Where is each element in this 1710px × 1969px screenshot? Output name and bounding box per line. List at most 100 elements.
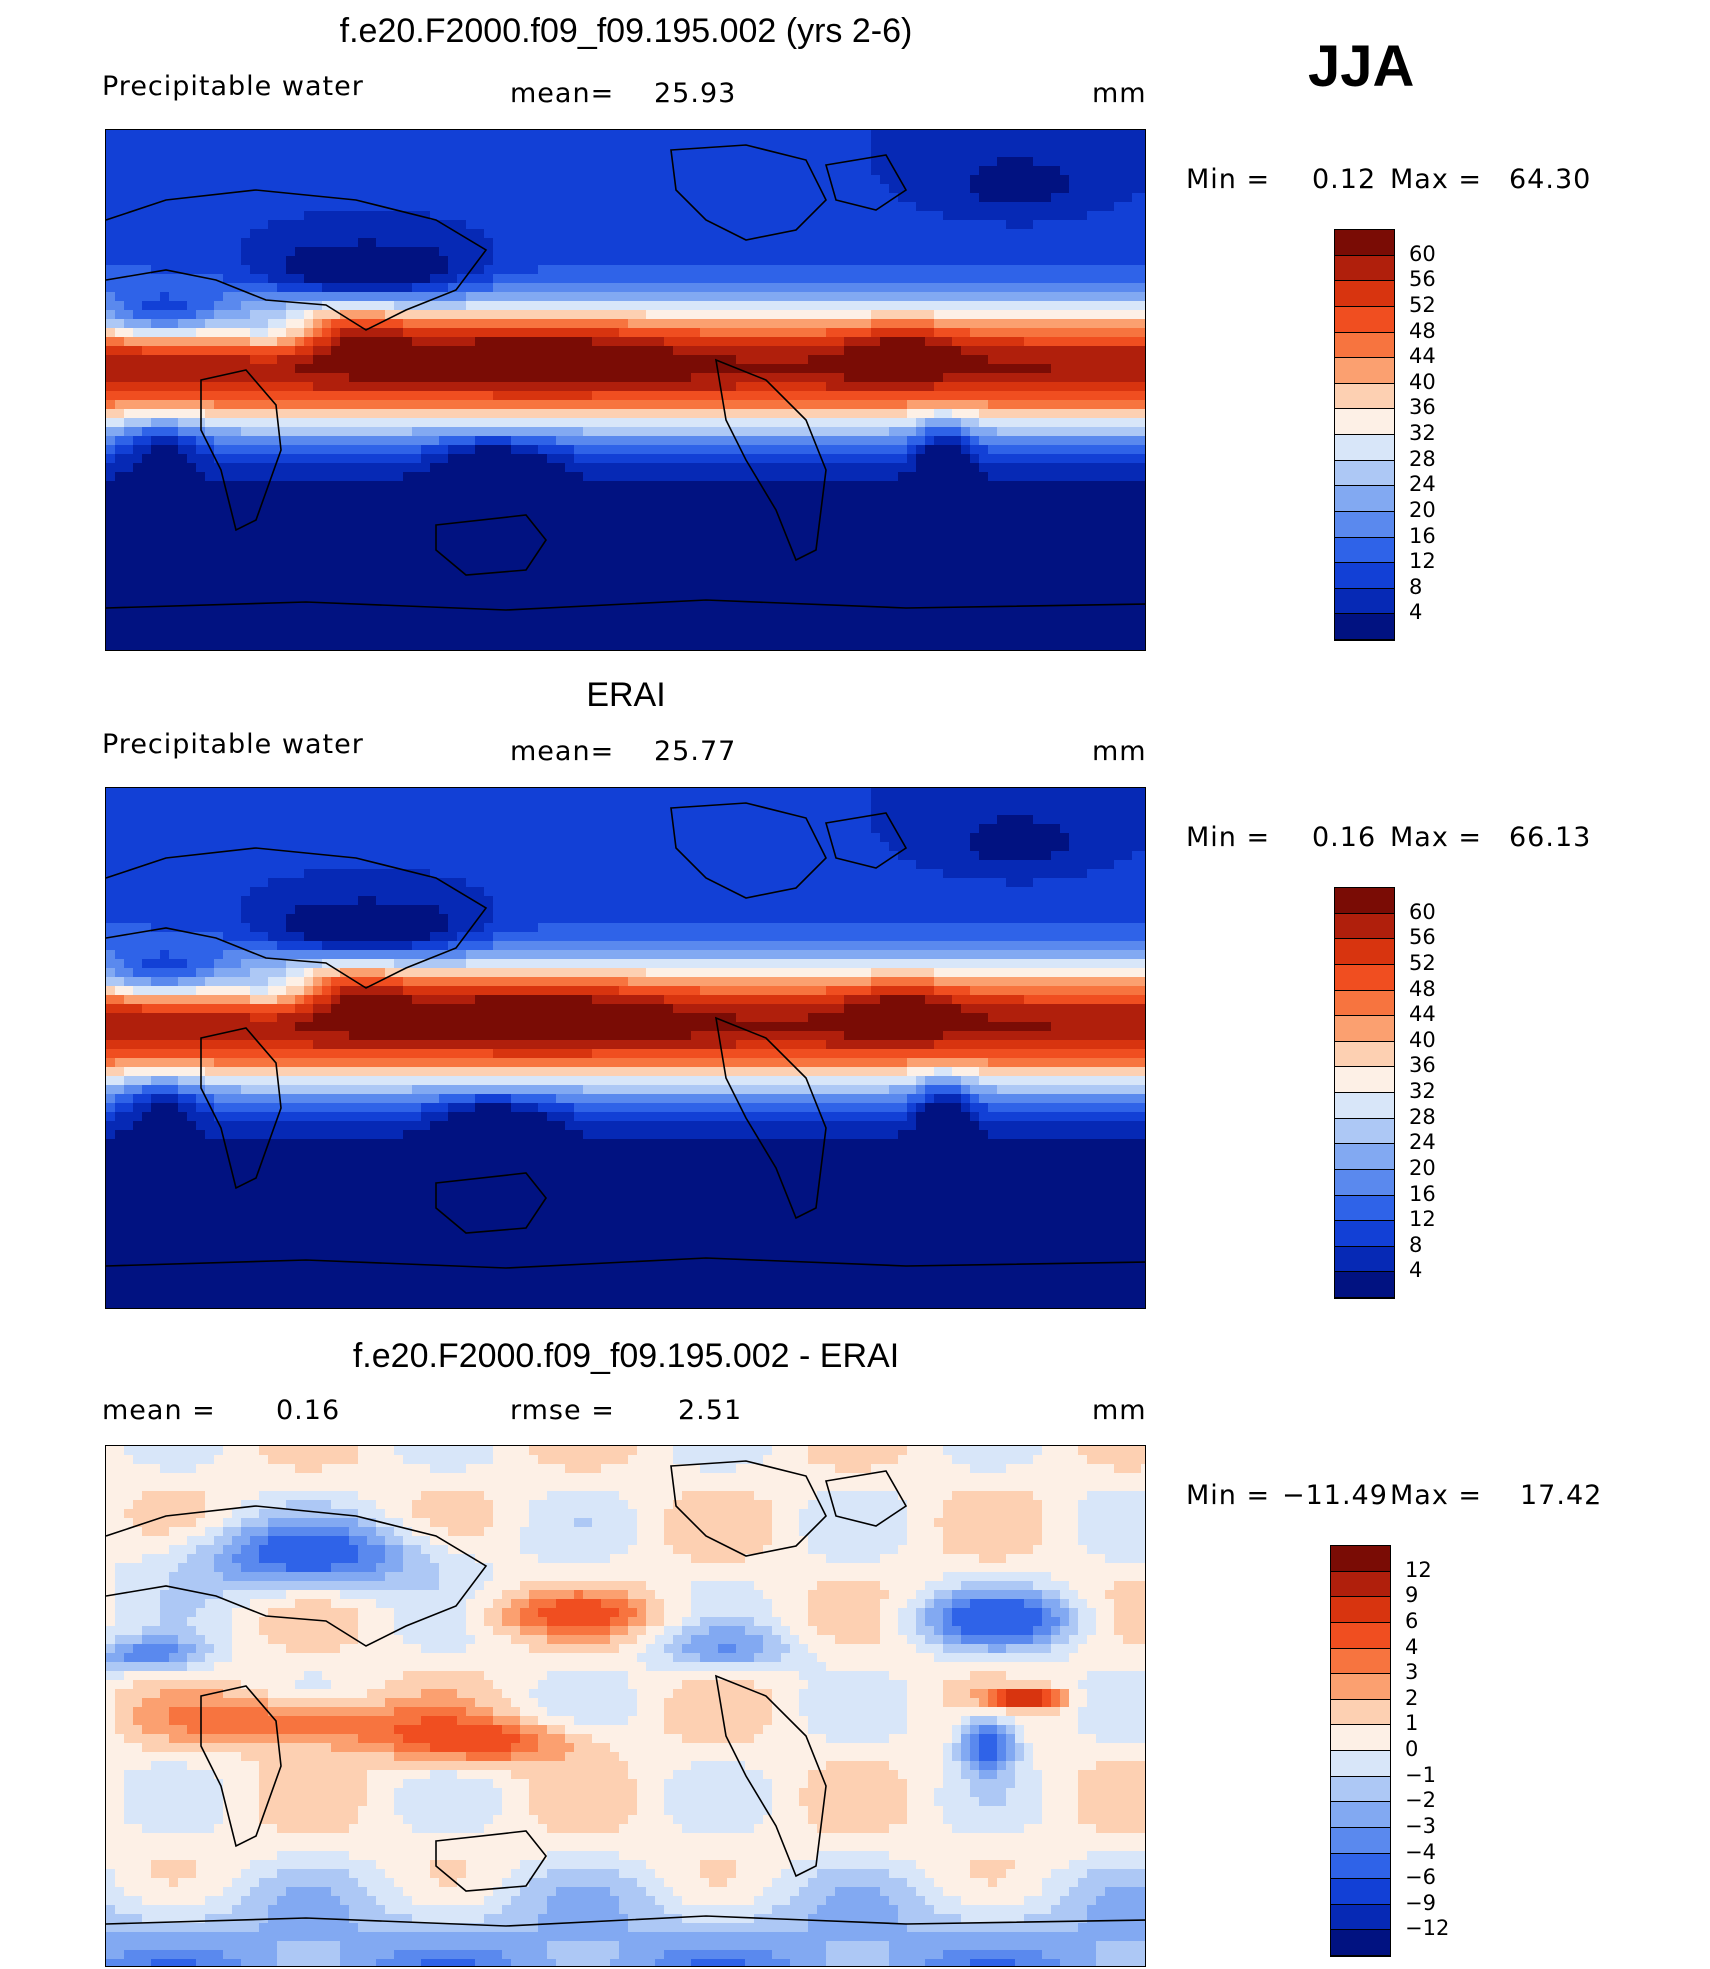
- map-cell: [727, 328, 737, 338]
- map-cell: [520, 247, 530, 257]
- map-cell: [844, 292, 854, 302]
- map-cell: [160, 391, 170, 401]
- map-cell: [1024, 130, 1034, 140]
- map-cell: [556, 445, 566, 455]
- map-cell: [385, 463, 395, 473]
- map-cell: [259, 148, 269, 158]
- map-cell: [970, 193, 980, 203]
- map-cell: [277, 166, 287, 176]
- map-cell: [574, 256, 584, 266]
- map-cell: [1006, 166, 1016, 176]
- map-cell: [718, 184, 728, 194]
- map-cell: [214, 499, 224, 509]
- map-cell: [439, 346, 449, 356]
- map-cell: [214, 355, 224, 365]
- map-cell: [601, 157, 611, 167]
- map-cell: [1006, 373, 1016, 383]
- map-cell: [358, 157, 368, 167]
- map-cell: [196, 148, 206, 158]
- map-cell: [250, 247, 260, 257]
- map-cell: [232, 445, 242, 455]
- map-cell: [664, 166, 674, 176]
- map-cell: [169, 355, 179, 365]
- map-cell: [673, 373, 683, 383]
- map-cell: [628, 409, 638, 419]
- map-cell: [934, 157, 944, 167]
- map-cell: [430, 166, 440, 176]
- map-cell: [1132, 481, 1142, 491]
- map-cell: [1132, 283, 1142, 293]
- map-cell: [367, 454, 377, 464]
- map-cell: [106, 229, 116, 239]
- map-cell: [556, 238, 566, 248]
- map-cell: [259, 157, 269, 167]
- map-cell: [475, 328, 485, 338]
- map-cell: [709, 157, 719, 167]
- map-cell: [862, 310, 872, 320]
- map-cell: [817, 391, 827, 401]
- map-cell: [304, 310, 314, 320]
- map-cell: [340, 301, 350, 311]
- map-cell: [250, 283, 260, 293]
- map-cell: [682, 337, 692, 347]
- map-cell: [520, 256, 530, 266]
- map-cell: [214, 490, 224, 500]
- map-cell: [394, 319, 404, 329]
- map-cell: [286, 238, 296, 248]
- map-cell: [178, 454, 188, 464]
- map-cell: [664, 328, 674, 338]
- map-cell: [385, 391, 395, 401]
- map-cell: [997, 148, 1007, 158]
- map-cell: [736, 274, 746, 284]
- map-cell: [394, 175, 404, 185]
- map-cell: [232, 238, 242, 248]
- map-cell: [988, 184, 998, 194]
- map-cell: [187, 463, 197, 473]
- map-cell: [286, 508, 296, 518]
- map-cell: [817, 157, 827, 167]
- map-cell: [466, 373, 476, 383]
- map-cell: [682, 373, 692, 383]
- map-cell: [934, 184, 944, 194]
- map-cell: [997, 229, 1007, 239]
- map-cell: [772, 499, 782, 509]
- map-cell: [1024, 229, 1034, 239]
- map-cell: [358, 346, 368, 356]
- map-cell: [619, 310, 629, 320]
- map-cell: [1042, 481, 1052, 491]
- map-cell: [1132, 193, 1142, 203]
- map-cell: [862, 166, 872, 176]
- map-cell: [367, 256, 377, 266]
- map-cell: [304, 364, 314, 374]
- map-cell: [997, 337, 1007, 347]
- map-cell: [1069, 463, 1079, 473]
- map-cell: [394, 337, 404, 347]
- map-cell: [169, 148, 179, 158]
- map-cell: [358, 139, 368, 149]
- map-cell: [268, 130, 278, 140]
- map-cell: [664, 292, 674, 302]
- map-cell: [610, 391, 620, 401]
- map-cell: [493, 166, 503, 176]
- map-cell: [313, 490, 323, 500]
- map-cell: [475, 472, 485, 482]
- map-cell: [169, 481, 179, 491]
- map-cell: [106, 130, 116, 140]
- map-cell: [997, 292, 1007, 302]
- map-cell: [151, 301, 161, 311]
- map-cell: [268, 418, 278, 428]
- map-cell: [241, 409, 251, 419]
- map-cell: [709, 130, 719, 140]
- map-cell: [547, 247, 557, 257]
- map-cell: [439, 211, 449, 221]
- map-cell: [277, 346, 287, 356]
- map-cell: [736, 508, 746, 518]
- map-cell: [313, 400, 323, 410]
- map-cell: [1132, 238, 1142, 248]
- map-cell: [556, 130, 566, 140]
- map-cell: [1114, 508, 1124, 518]
- map-cell: [1123, 283, 1133, 293]
- map-cell: [601, 283, 611, 293]
- map-cell: [232, 274, 242, 284]
- map-cell: [286, 355, 296, 365]
